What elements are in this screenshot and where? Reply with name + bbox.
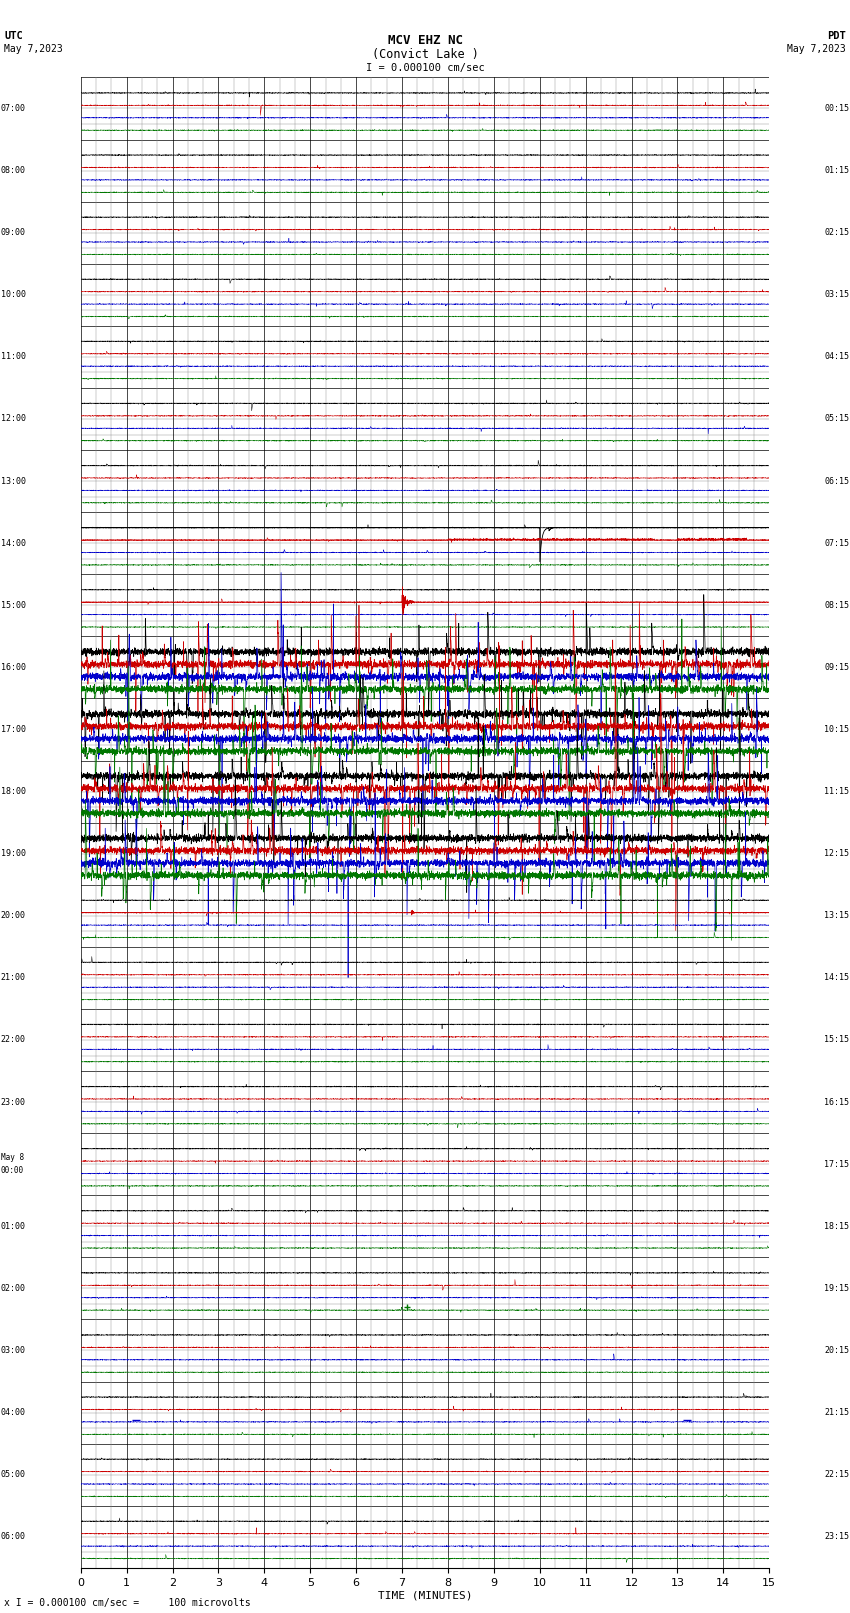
Text: 00:00: 00:00 [1, 1166, 24, 1176]
Text: 15:15: 15:15 [824, 1036, 849, 1045]
Text: 10:00: 10:00 [1, 290, 26, 300]
Text: 14:15: 14:15 [824, 973, 849, 982]
Text: 20:00: 20:00 [1, 911, 26, 921]
Text: 04:15: 04:15 [824, 352, 849, 361]
Text: 12:15: 12:15 [824, 848, 849, 858]
Text: 23:00: 23:00 [1, 1097, 26, 1107]
Text: 21:15: 21:15 [824, 1408, 849, 1418]
Text: 07:00: 07:00 [1, 103, 26, 113]
Text: x I = 0.000100 cm/sec =     100 microvolts: x I = 0.000100 cm/sec = 100 microvolts [4, 1598, 251, 1608]
Text: 05:00: 05:00 [1, 1469, 26, 1479]
Text: May 7,2023: May 7,2023 [787, 44, 846, 53]
Text: 08:00: 08:00 [1, 166, 26, 176]
Text: 17:15: 17:15 [824, 1160, 849, 1169]
Text: 13:15: 13:15 [824, 911, 849, 921]
Text: I = 0.000100 cm/sec: I = 0.000100 cm/sec [366, 63, 484, 73]
Text: PDT: PDT [827, 31, 846, 40]
Text: 22:00: 22:00 [1, 1036, 26, 1045]
Text: 03:00: 03:00 [1, 1345, 26, 1355]
Text: 08:15: 08:15 [824, 600, 849, 610]
Text: 06:00: 06:00 [1, 1532, 26, 1542]
Text: 16:15: 16:15 [824, 1097, 849, 1107]
Text: 19:00: 19:00 [1, 848, 26, 858]
Text: 18:15: 18:15 [824, 1221, 849, 1231]
Text: 02:00: 02:00 [1, 1284, 26, 1294]
Text: 23:15: 23:15 [824, 1532, 849, 1542]
Text: 12:00: 12:00 [1, 415, 26, 424]
Text: MCV EHZ NC: MCV EHZ NC [388, 34, 462, 47]
Text: 18:00: 18:00 [1, 787, 26, 797]
Text: 09:00: 09:00 [1, 227, 26, 237]
Text: 21:00: 21:00 [1, 973, 26, 982]
Text: 09:15: 09:15 [824, 663, 849, 673]
Text: May 8: May 8 [1, 1153, 24, 1163]
Text: 06:15: 06:15 [824, 476, 849, 486]
Text: 05:15: 05:15 [824, 415, 849, 424]
Text: 14:00: 14:00 [1, 539, 26, 548]
Text: 10:15: 10:15 [824, 724, 849, 734]
Text: 15:00: 15:00 [1, 600, 26, 610]
Text: 20:15: 20:15 [824, 1345, 849, 1355]
Text: 03:15: 03:15 [824, 290, 849, 300]
Text: May 7,2023: May 7,2023 [4, 44, 63, 53]
Text: 02:15: 02:15 [824, 227, 849, 237]
Text: UTC: UTC [4, 31, 23, 40]
Text: 17:00: 17:00 [1, 724, 26, 734]
Text: 11:15: 11:15 [824, 787, 849, 797]
Text: 16:00: 16:00 [1, 663, 26, 673]
Text: 19:15: 19:15 [824, 1284, 849, 1294]
Text: 01:00: 01:00 [1, 1221, 26, 1231]
Text: 04:00: 04:00 [1, 1408, 26, 1418]
Text: 07:15: 07:15 [824, 539, 849, 548]
X-axis label: TIME (MINUTES): TIME (MINUTES) [377, 1590, 473, 1600]
Text: 13:00: 13:00 [1, 476, 26, 486]
Text: 22:15: 22:15 [824, 1469, 849, 1479]
Text: 11:00: 11:00 [1, 352, 26, 361]
Text: (Convict Lake ): (Convict Lake ) [371, 48, 479, 61]
Text: 00:15: 00:15 [824, 103, 849, 113]
Text: 01:15: 01:15 [824, 166, 849, 176]
